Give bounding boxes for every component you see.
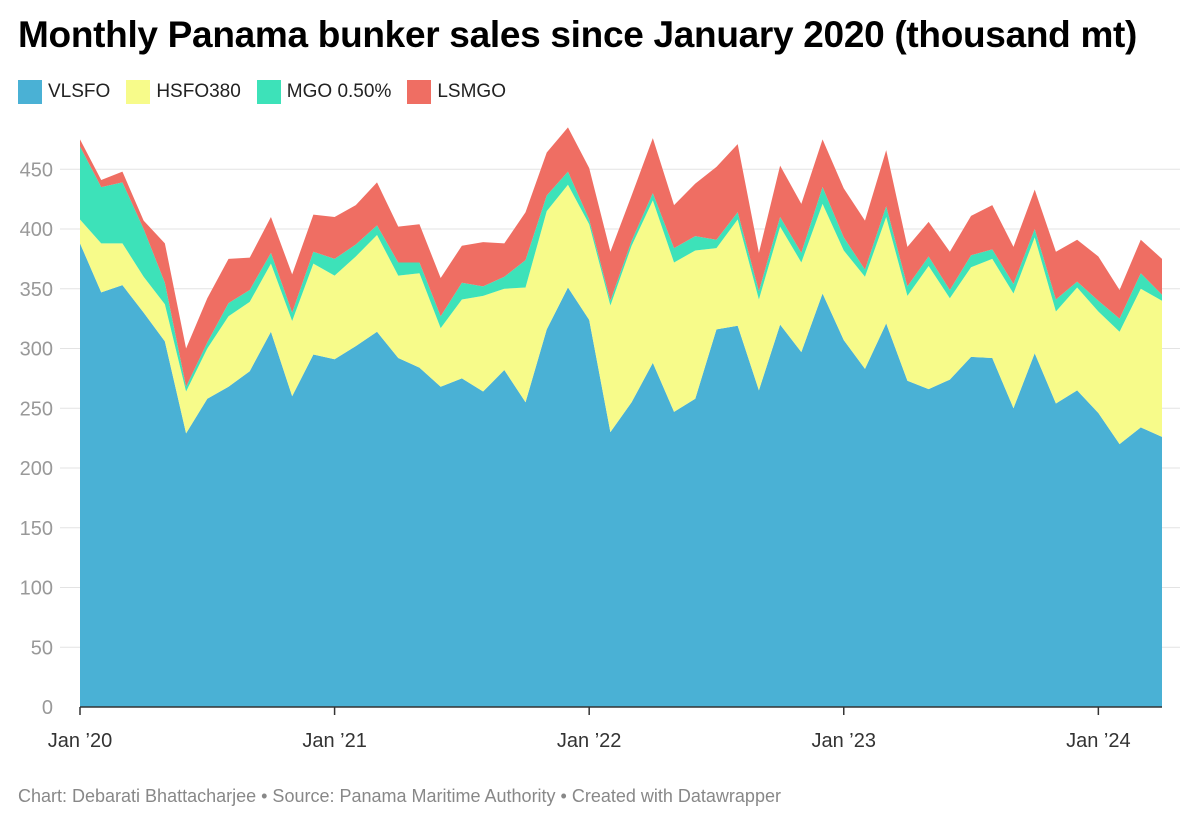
legend-label-vlsfo: VLSFO xyxy=(48,81,111,102)
chart-title: Monthly Panama bunker sales since Januar… xyxy=(18,14,1138,55)
area-lsmgo xyxy=(80,127,1162,387)
legend-label-lsmgo: LSMGO xyxy=(437,81,506,102)
y-tick-label: 300 xyxy=(20,339,53,361)
x-tick-label: Jan ’21 xyxy=(302,730,367,752)
legend-swatch-hsfo380 xyxy=(126,80,151,104)
area-series xyxy=(80,127,1162,707)
y-tick-label: 350 xyxy=(20,279,53,301)
y-tick-label: 250 xyxy=(20,398,53,420)
legend-item-mgo: MGO 0.50% xyxy=(256,80,392,104)
y-tick-label: 400 xyxy=(20,219,53,241)
legend: VLSFO HSFO380 MGO 0.50% LSMGO xyxy=(18,80,522,104)
y-tick-label: 150 xyxy=(20,518,53,540)
legend-swatch-lsmgo xyxy=(407,80,432,104)
x-tick-label: Jan ’20 xyxy=(48,730,113,752)
area-hsfo380 xyxy=(80,184,1162,445)
legend-label-mgo: MGO 0.50% xyxy=(286,81,392,102)
y-tick-label: 100 xyxy=(20,578,53,600)
legend-item-vlsfo: VLSFO xyxy=(18,80,110,104)
legend-label-hsfo380: HSFO380 xyxy=(156,81,241,102)
axes: 0 50 100 150 200 250 300 350 400 450 Jan ’20 Jan ’2… xyxy=(20,159,1162,752)
legend-swatch-mgo xyxy=(256,80,281,104)
legend-item-lsmgo: LSMGO xyxy=(407,80,506,104)
area-vlsfo xyxy=(80,243,1162,707)
footer-credit: Chart: Debarati Bhattacharjee • Source: … xyxy=(18,786,781,806)
y-tick-label: 200 xyxy=(20,458,53,480)
y-tick-label: 450 xyxy=(20,159,53,181)
y-tick-label: 0 xyxy=(42,697,53,719)
y-tick-label: 50 xyxy=(31,637,53,659)
x-tick-label: Jan ’24 xyxy=(1066,730,1131,752)
legend-item-hsfo380: HSFO380 xyxy=(126,80,241,104)
stacked-area-chart: 0 50 100 150 200 250 300 350 400 450 Jan ’20 Jan ’2… xyxy=(20,127,1180,752)
x-tick-label: Jan ’23 xyxy=(812,730,877,752)
x-tick-label: Jan ’22 xyxy=(557,730,622,752)
legend-swatch-vlsfo xyxy=(18,80,42,104)
